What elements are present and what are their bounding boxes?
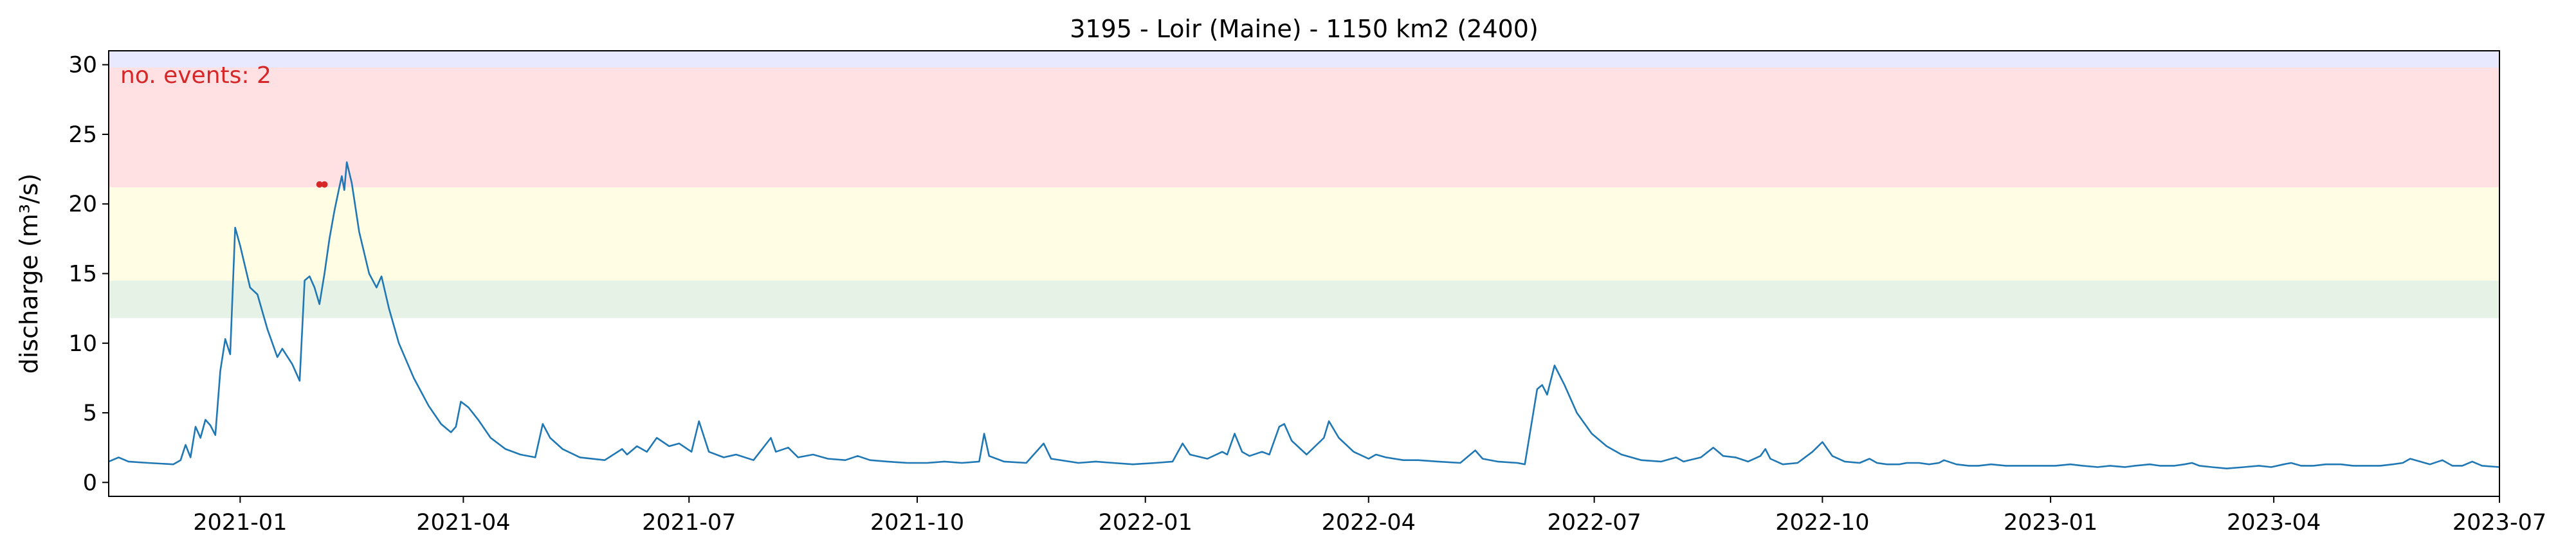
x-tick-label-2021-10: 2021-10 xyxy=(870,510,964,536)
x-tick-label-2022-01: 2022-01 xyxy=(1099,510,1192,536)
x-tick-label-2022-10: 2022-10 xyxy=(1775,510,1869,536)
y-tick-label-15: 15 xyxy=(68,262,97,287)
event-marker-1 xyxy=(321,181,328,188)
y-tick-label-5: 5 xyxy=(83,401,97,426)
y-axis-label: discharge (m³/s) xyxy=(15,174,43,374)
x-tick-label-2022-07: 2022-07 xyxy=(1548,510,1641,536)
event-count-annotation: no. events: 2 xyxy=(120,62,271,89)
chart-title: 3195 - Loir (Maine) - 1150 km2 (2400) xyxy=(1070,15,1539,43)
x-axis: 2021-01 2021-04 2021-07 2021-10 2022-01 2022-… xyxy=(193,496,2546,536)
threshold-band-3 xyxy=(109,51,2499,68)
threshold-band-0 xyxy=(109,280,2499,318)
x-tick-label-2021-07: 2021-07 xyxy=(642,510,736,536)
y-tick-label-0: 0 xyxy=(83,470,97,496)
y-tick-label-10: 10 xyxy=(68,331,97,357)
x-tick-label-2021-04: 2021-04 xyxy=(416,510,510,536)
x-tick-label-2023-01: 2023-01 xyxy=(2004,510,2097,536)
threshold-band-1 xyxy=(109,187,2499,281)
y-tick-label-25: 25 xyxy=(68,122,97,148)
y-tick-label-30: 30 xyxy=(68,53,97,78)
discharge-line-0 xyxy=(108,161,2500,469)
x-tick-label-2022-04: 2022-04 xyxy=(1322,510,1416,536)
discharge-series xyxy=(108,161,2500,469)
x-tick-label-2023-04: 2023-04 xyxy=(2227,510,2321,536)
x-tick-label-2023-07: 2023-07 xyxy=(2453,510,2546,536)
threshold-band-2 xyxy=(109,67,2499,188)
threshold-bands xyxy=(109,51,2499,318)
x-tick-label-2021-01: 2021-01 xyxy=(193,510,287,536)
y-axis: 0 5 10 15 20 25 30 xyxy=(68,53,109,496)
event-markers xyxy=(316,181,328,188)
event-marker-0 xyxy=(316,181,323,188)
y-tick-label-20: 20 xyxy=(68,192,97,217)
